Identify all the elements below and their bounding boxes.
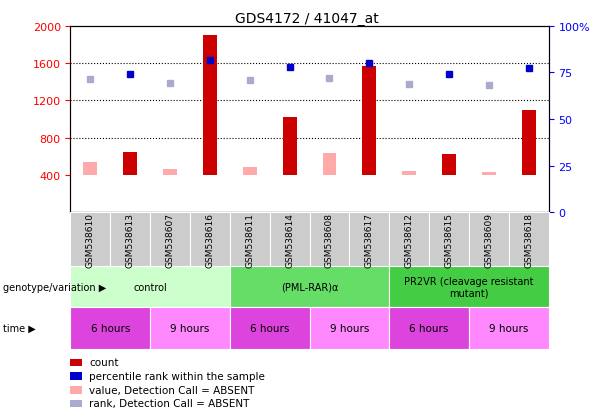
Text: genotype/variation ▶: genotype/variation ▶: [3, 282, 106, 292]
Text: GSM538609: GSM538609: [484, 212, 493, 267]
Bar: [442, 154, 456, 176]
Bar: [389, 308, 469, 349]
Text: GSM538616: GSM538616: [205, 212, 215, 267]
Bar: [230, 308, 310, 349]
Bar: [83, 163, 97, 176]
Text: GSM538608: GSM538608: [325, 212, 334, 267]
Bar: [429, 213, 469, 266]
Text: 6 hours: 6 hours: [409, 323, 449, 333]
Text: 9 hours: 9 hours: [330, 323, 369, 333]
Bar: [70, 213, 110, 266]
Bar: [70, 386, 82, 394]
Bar: [150, 308, 230, 349]
Bar: [70, 359, 82, 366]
Text: GSM538613: GSM538613: [126, 212, 135, 267]
Bar: [349, 213, 389, 266]
Text: rank, Detection Call = ABSENT: rank, Detection Call = ABSENT: [89, 399, 249, 408]
Bar: [522, 110, 536, 176]
Bar: [509, 213, 549, 266]
Text: 9 hours: 9 hours: [170, 323, 210, 333]
Bar: [243, 167, 257, 176]
Text: GSM538610: GSM538610: [86, 212, 95, 267]
Text: GDS4172 / 41047_at: GDS4172 / 41047_at: [235, 12, 378, 26]
Text: (PML-RAR)α: (PML-RAR)α: [281, 282, 338, 292]
Bar: [230, 266, 389, 308]
Text: value, Detection Call = ABSENT: value, Detection Call = ABSENT: [89, 385, 254, 395]
Text: GSM538617: GSM538617: [365, 212, 374, 267]
Bar: [469, 213, 509, 266]
Text: GSM538615: GSM538615: [444, 212, 454, 267]
Bar: [389, 266, 549, 308]
Text: percentile rank within the sample: percentile rank within the sample: [89, 371, 265, 381]
Bar: [283, 118, 297, 176]
Bar: [70, 308, 150, 349]
Text: count: count: [89, 358, 118, 368]
Text: GSM538607: GSM538607: [166, 212, 175, 267]
Text: time ▶: time ▶: [3, 323, 36, 333]
Text: 9 hours: 9 hours: [489, 323, 528, 333]
Text: PR2VR (cleavage resistant
mutant): PR2VR (cleavage resistant mutant): [404, 276, 534, 298]
Bar: [110, 213, 150, 266]
Bar: [322, 153, 337, 176]
Bar: [482, 173, 496, 176]
Bar: [469, 308, 549, 349]
Text: control: control: [133, 282, 167, 292]
Bar: [190, 213, 230, 266]
Text: GSM538614: GSM538614: [285, 212, 294, 267]
Bar: [70, 266, 230, 308]
Bar: [230, 213, 270, 266]
Bar: [362, 67, 376, 176]
Bar: [310, 213, 349, 266]
Bar: [310, 308, 389, 349]
Bar: [203, 36, 217, 176]
Bar: [123, 152, 137, 176]
Bar: [163, 170, 177, 176]
Bar: [389, 213, 429, 266]
Text: GSM538618: GSM538618: [524, 212, 533, 267]
Bar: [70, 373, 82, 380]
Text: 6 hours: 6 hours: [91, 323, 130, 333]
Text: GSM538612: GSM538612: [405, 212, 414, 267]
Bar: [70, 400, 82, 407]
Text: GSM538611: GSM538611: [245, 212, 254, 267]
Bar: [270, 213, 310, 266]
Bar: [150, 213, 190, 266]
Text: 6 hours: 6 hours: [250, 323, 289, 333]
Bar: [402, 172, 416, 176]
